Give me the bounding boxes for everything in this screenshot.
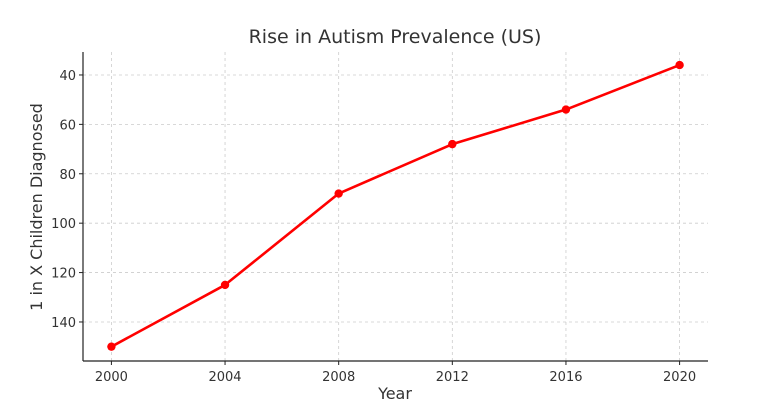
data-points — [107, 60, 684, 351]
y-axis-label: 1 in X Children Diagnosed — [27, 103, 46, 311]
series-line — [110, 63, 681, 348]
data-point — [448, 139, 457, 149]
chart-title: Rise in Autism Prevalence (US) — [249, 26, 542, 48]
x-tick-label: 2008 — [322, 370, 355, 385]
data-point — [675, 60, 684, 70]
y-tick-label: 120 — [51, 267, 76, 282]
y-tick-label: 100 — [51, 217, 76, 232]
y-tick-label: 80 — [59, 168, 76, 183]
y-tick-label: 140 — [51, 316, 76, 331]
x-tick-label: 2004 — [208, 370, 241, 385]
data-point — [334, 189, 343, 198]
data-point — [107, 342, 116, 351]
data-point — [561, 105, 571, 114]
data-point — [220, 280, 230, 290]
ticks: 2000 2004 2008 2012 2016 2020 40 60 80 100 120 140 — [51, 69, 696, 385]
x-tick-label: 2020 — [663, 370, 696, 385]
x-tick-label: 2012 — [436, 370, 469, 385]
grid — [83, 52, 708, 361]
x-tick-label: 2016 — [549, 370, 582, 385]
y-tick-label: 60 — [59, 118, 76, 133]
x-tick-label: 2000 — [95, 370, 128, 385]
y-tick-label: 40 — [59, 69, 76, 84]
x-axis-label: Year — [377, 384, 412, 403]
